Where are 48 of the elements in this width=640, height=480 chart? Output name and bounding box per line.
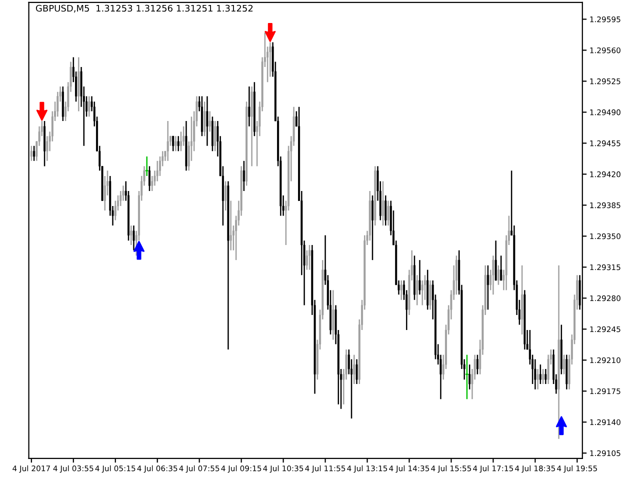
candlestick xyxy=(148,166,150,192)
candlestick xyxy=(132,224,135,251)
candlestick xyxy=(468,364,471,390)
candlestick xyxy=(356,358,358,385)
candlestick xyxy=(492,255,494,296)
candlestick xyxy=(384,194,387,226)
candlestick xyxy=(214,120,216,152)
candlestick xyxy=(166,120,169,162)
candlestick xyxy=(424,274,426,301)
chart-title: GBPUSD,M5 1.31253 1.31256 1.31251 1.31252 xyxy=(36,4,253,13)
candlestick xyxy=(332,290,334,340)
candlestick xyxy=(172,135,174,152)
candlestick xyxy=(542,368,544,385)
candlestick xyxy=(536,368,539,390)
candlestick xyxy=(156,160,158,182)
candlestick xyxy=(486,264,489,310)
candlestick xyxy=(208,110,211,132)
candlestick xyxy=(563,354,566,375)
candlestick xyxy=(416,274,418,306)
candlestick xyxy=(418,259,421,296)
candlestick xyxy=(400,280,402,301)
candlestick xyxy=(248,86,250,127)
candlestick xyxy=(539,364,542,385)
candlestick xyxy=(174,135,177,152)
candlestick xyxy=(177,135,180,152)
candlestick xyxy=(224,180,227,212)
candlestick xyxy=(500,255,502,282)
candlestick xyxy=(308,244,311,270)
candlestick xyxy=(544,368,547,385)
candlestick xyxy=(130,224,132,246)
candlestick xyxy=(497,264,500,286)
candlestick xyxy=(242,160,245,192)
candlestick xyxy=(466,354,468,400)
candlestick xyxy=(353,354,356,385)
candlestick xyxy=(204,100,206,137)
candlestick xyxy=(88,96,90,118)
candlestick xyxy=(372,194,374,261)
candlestick xyxy=(429,280,432,310)
candlestick xyxy=(33,145,36,162)
candlestick xyxy=(206,96,208,146)
candlestick xyxy=(476,354,478,375)
candlestick xyxy=(382,180,384,226)
candlestick xyxy=(30,145,32,162)
candlestick xyxy=(494,240,497,282)
candlestick xyxy=(387,200,390,226)
candlestick xyxy=(46,135,48,162)
candlestick xyxy=(230,200,232,251)
candlestick xyxy=(534,358,536,390)
